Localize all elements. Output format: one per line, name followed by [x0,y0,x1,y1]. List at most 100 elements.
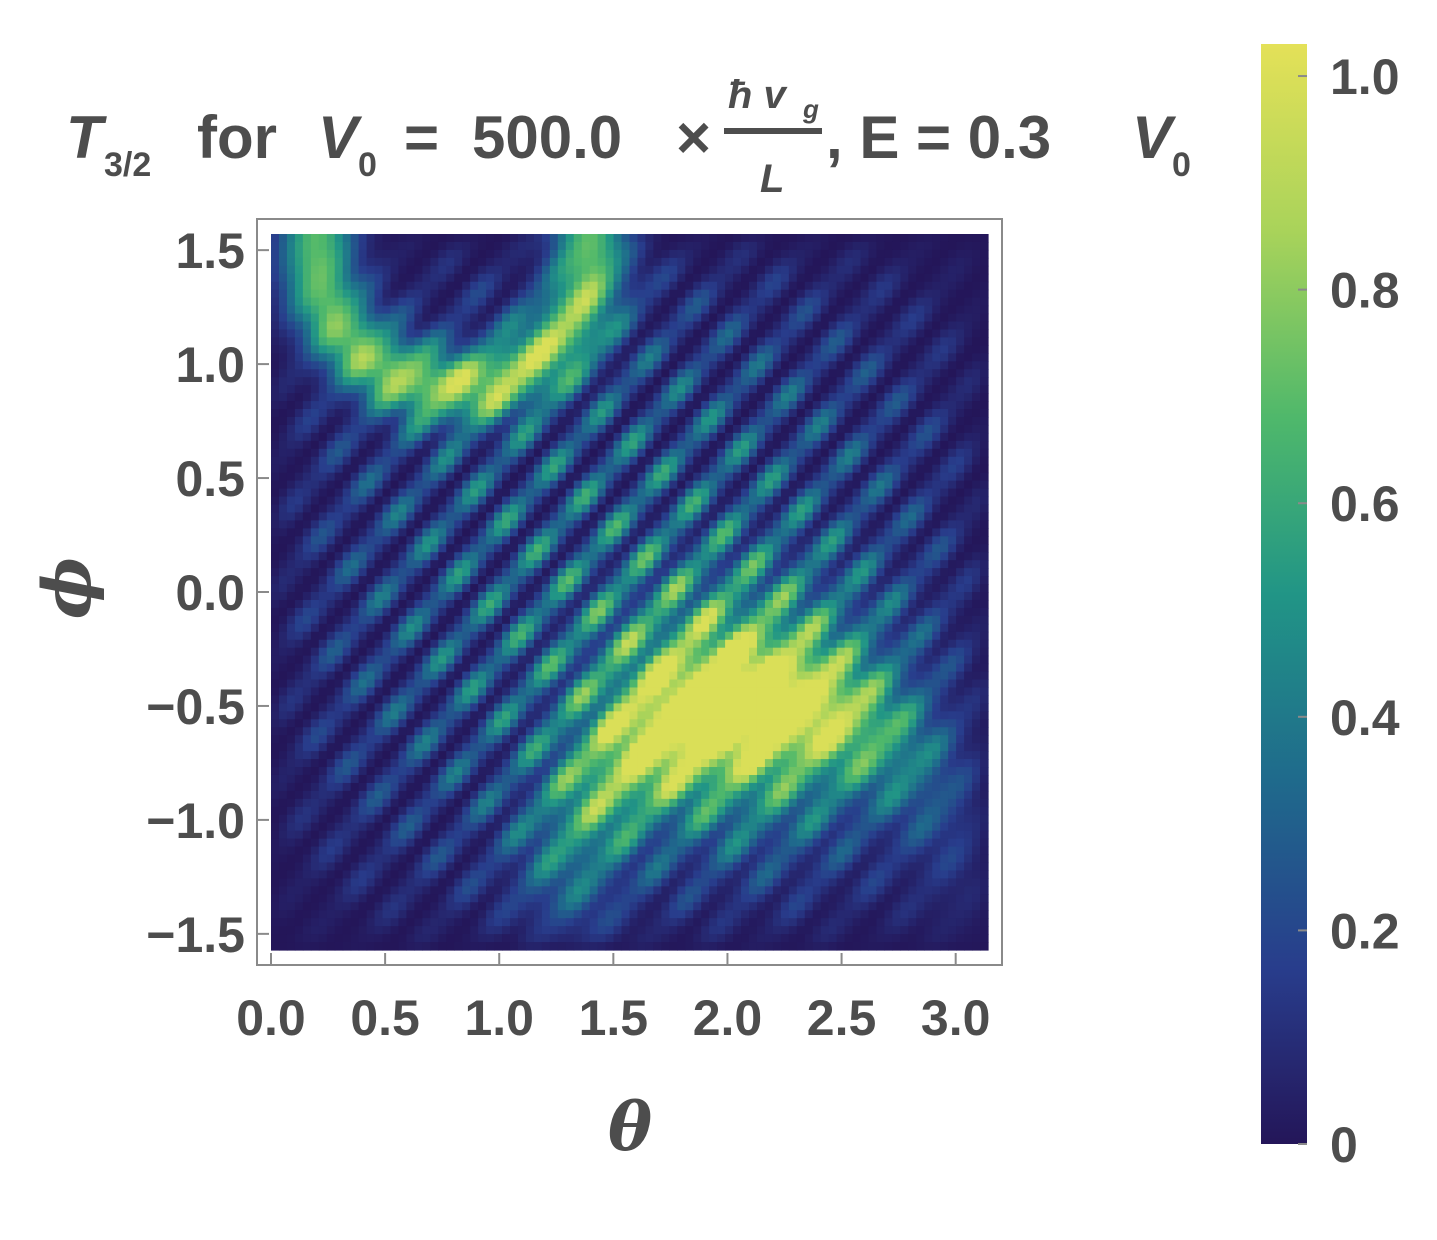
heatmap-cell [693,607,702,617]
heatmap-cell [733,257,742,267]
heatmap-cell [669,472,678,482]
heatmap-cell [820,416,830,426]
heatmap-cell [780,249,790,259]
heatmap-cell [780,496,790,506]
heatmap-cell [932,520,941,529]
heatmap-cell [549,663,559,673]
heatmap-cell [669,329,678,339]
heatmap-cell [510,647,519,657]
heatmap-cell [788,560,798,569]
heatmap-cell [852,321,862,331]
heatmap-cell [621,512,631,521]
heatmap-cell [772,607,782,617]
heatmap-cell [430,663,439,673]
heatmap-cell [549,393,559,402]
heatmap-cell [812,576,822,585]
heatmap-cell [342,440,352,450]
heatmap-cell [621,520,631,529]
heatmap-cell [334,337,344,346]
heatmap-cell [430,297,439,307]
heatmap-cell [868,639,878,649]
heatmap-cell [701,464,710,474]
heatmap-cell [629,448,639,458]
heatmap-cell [581,424,591,434]
heatmap-cell [438,472,447,482]
heatmap-cell [733,496,742,506]
heatmap-cell [820,234,830,243]
heatmap-cell [844,361,854,370]
heatmap-cell [932,377,941,386]
heatmap-cell [940,607,949,617]
heatmap-cell [741,584,750,593]
heatmap-cell [884,289,893,299]
heatmap-cell [430,440,439,450]
heatmap-cell [366,496,376,506]
heatmap-cell [334,401,344,410]
heatmap-cell [565,520,575,529]
heatmap-cell [390,234,400,243]
heatmap-cell [486,647,495,657]
heatmap-cell [350,615,360,625]
heatmap-cell [430,369,439,378]
heatmap-cell [772,592,782,601]
heatmap-cell [430,289,439,299]
heatmap-cell [637,520,647,529]
heatmap-cell [517,544,527,553]
heatmap-cell [390,321,400,331]
heatmap-cell [334,281,344,291]
heatmap-cell [645,409,654,418]
heatmap-cell [278,281,288,291]
heatmap-cell [741,592,750,601]
heatmap-cell [621,528,631,537]
heatmap-cell [701,536,710,545]
heatmap-cell [271,321,280,331]
heatmap-cell [382,472,392,482]
heatmap-cell [940,281,949,291]
heatmap-cell [310,655,320,665]
heatmap-cell [374,631,384,641]
heatmap-cell [669,257,678,267]
heatmap-cell [414,663,423,673]
heatmap-cell [812,289,822,299]
heatmap-cell [510,655,519,665]
heatmap-cell [565,393,575,402]
heatmap-cell [462,401,471,410]
heatmap-cell [908,607,917,617]
heatmap-cell [334,234,344,243]
heatmap-cell [812,536,822,545]
heatmap-cell [709,488,718,498]
heatmap-cell [621,424,631,434]
heatmap-cell [629,361,639,370]
heatmap-cell [454,305,463,315]
heatmap-cell [948,552,957,561]
heatmap-cell [510,623,519,633]
heatmap-cell [470,520,479,529]
heatmap-cell [549,313,559,323]
heatmap-cell [621,655,631,665]
heatmap-cell [980,536,989,545]
heatmap-cell [772,456,782,466]
heatmap-cell [406,249,415,259]
heatmap-cell [310,528,320,537]
heatmap-cell [812,440,822,450]
heatmap-cell [541,464,551,474]
heatmap-cell [828,536,838,545]
heatmap-cell [685,337,694,346]
heatmap-cell [605,369,615,378]
heatmap-cell [565,265,575,275]
heatmap-cell [892,337,901,346]
heatmap-cell [271,353,280,362]
heatmap-cell [972,393,981,402]
heatmap-cell [510,592,519,601]
heatmap-cell [884,480,893,490]
heatmap-cell [605,401,615,410]
heatmap-cell [788,544,798,553]
heatmap-cell [852,401,862,410]
heatmap-cell [406,520,415,529]
heatmap-cell [852,234,862,243]
heatmap-cell [900,568,909,577]
heatmap-cell [462,456,471,466]
heatmap-cell [629,257,639,267]
heatmap-cell [741,480,750,490]
heatmap-cell [366,424,376,434]
